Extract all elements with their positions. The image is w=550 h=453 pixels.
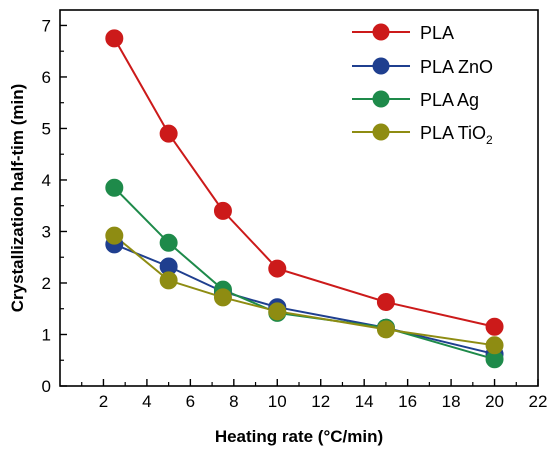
x-tick-label: 18 [442, 392, 461, 411]
data-point [485, 336, 504, 355]
legend-marker [372, 90, 390, 108]
x-tick-label: 2 [99, 392, 108, 411]
x-axis-title: Heating rate (°C/min) [215, 427, 383, 446]
y-tick-label: 1 [42, 325, 51, 344]
data-point [213, 201, 232, 220]
data-point [376, 293, 395, 312]
data-point [159, 124, 178, 143]
legend-label: PLA Ag [420, 90, 479, 110]
y-tick-label: 6 [42, 68, 51, 87]
data-point [105, 226, 124, 245]
x-tick-label: 16 [398, 392, 417, 411]
y-axis-title: Crystallization half-tim (min) [8, 84, 27, 313]
x-tick-label: 14 [355, 392, 374, 411]
legend-marker [372, 23, 390, 41]
series-line [113, 234, 495, 347]
data-point [485, 317, 504, 336]
x-axis: 2 4 6 8 10 12 14 16 18 20 22 [81, 379, 548, 411]
series-line [113, 186, 495, 361]
legend-marker [372, 123, 390, 141]
y-tick-label: 5 [42, 119, 51, 138]
series-points [105, 29, 504, 369]
data-point [376, 320, 395, 339]
data-point [159, 271, 178, 290]
y-tick-label: 4 [42, 171, 51, 190]
x-tick-label: 10 [268, 392, 287, 411]
x-tick-label: 22 [529, 392, 548, 411]
data-point [213, 288, 232, 307]
x-tick-label: 4 [142, 392, 151, 411]
legend-label: PLA ZnO [420, 57, 493, 77]
y-tick-label: 7 [42, 16, 51, 35]
x-tick-label: 20 [485, 392, 504, 411]
data-point [159, 233, 178, 252]
y-tick-label: 3 [42, 222, 51, 241]
series-line [113, 37, 495, 328]
legend-label: PLA [420, 23, 454, 43]
data-point [268, 302, 287, 321]
y-axis: 0 1 2 3 4 5 6 7 [42, 16, 67, 396]
x-tick-label: 6 [186, 392, 195, 411]
y-tick-label: 2 [42, 274, 51, 293]
x-tick-label: 8 [229, 392, 238, 411]
data-point [268, 259, 287, 278]
legend-marker [372, 57, 390, 75]
data-point [105, 29, 124, 48]
data-point [105, 178, 124, 197]
legend: PLA PLA ZnO PLA Ag PLA TiO2 [352, 23, 493, 147]
x-tick-label: 12 [311, 392, 330, 411]
y-tick-label: 0 [42, 377, 51, 396]
series-lines [113, 37, 495, 361]
legend-label: PLA TiO2 [420, 123, 493, 147]
